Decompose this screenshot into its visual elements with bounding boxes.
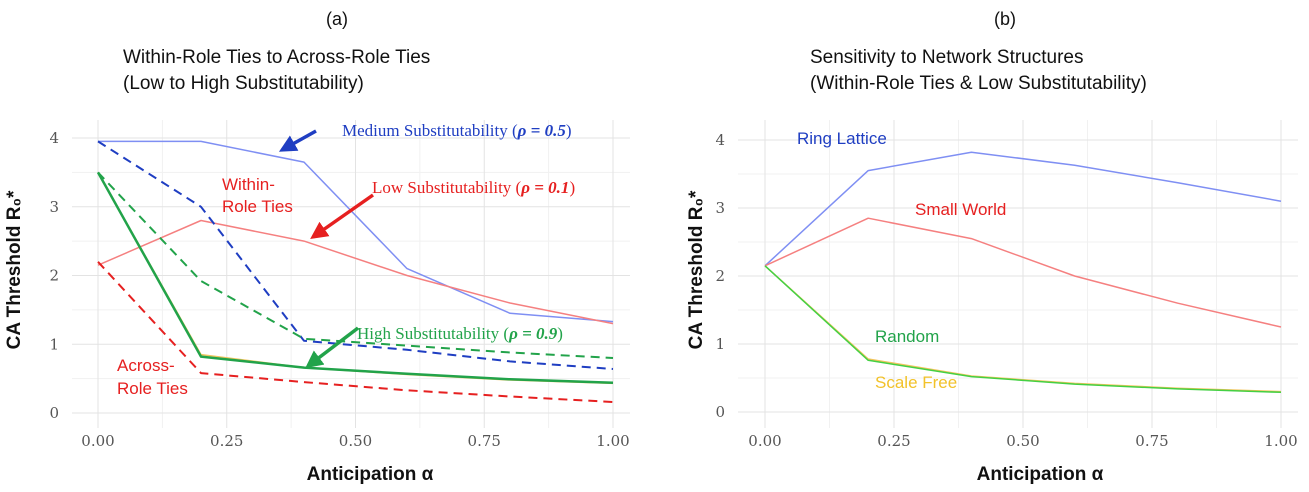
- y-tick-label: 4: [715, 131, 725, 149]
- series-line-3: [96, 171, 614, 385]
- label-scale-free: Scale Free: [875, 373, 957, 392]
- y-tick-label: 0: [49, 404, 59, 422]
- series-line-random: [764, 265, 1282, 394]
- panel-a-letter: (a): [326, 9, 348, 29]
- x-tick-label: 0.00: [748, 432, 781, 450]
- label-ring-lattice: Ring Lattice: [797, 129, 887, 148]
- annotation-within-role-ties-line2: Role Ties: [222, 197, 293, 216]
- annotation-within-role-ties-line1: Within-: [222, 175, 275, 194]
- panel-b-y-axis-label: CA Threshold R₀*: [686, 190, 707, 349]
- x-tick-label: 0.50: [339, 432, 372, 450]
- annotation-high-substitutability: High Substitutability (ρ = 0.9): [357, 324, 563, 343]
- panel-b-x-axis-label: Anticipation α: [977, 464, 1104, 485]
- series-line-4: [97, 140, 614, 370]
- y-tick-label: 0: [715, 403, 725, 421]
- arrow-low: [310, 193, 375, 240]
- annotation-across-role-ties-line1: Across-: [117, 356, 175, 375]
- label-small-world: Small World: [915, 200, 1006, 219]
- series-line-5: [97, 171, 614, 359]
- panel-b-letter: (b): [994, 9, 1016, 29]
- x-tick-label: 1.00: [596, 432, 629, 450]
- x-tick-label: 0.25: [210, 432, 243, 450]
- panel-a-ticks: 0.00 0.25 0.50 0.75 1.00 0 1 2 3 4: [49, 129, 629, 450]
- series-line-small-world: [764, 217, 1282, 328]
- y-tick-label: 2: [49, 267, 59, 285]
- panel-b-grid: [738, 120, 1298, 428]
- y-tick-label: 3: [49, 198, 59, 216]
- panel-a-title-line1: Within-Role Ties to Across-Role Ties: [123, 47, 430, 68]
- panel-a-x-axis-label: Anticipation α: [307, 464, 434, 485]
- panel-b-ticks: 0.00 0.25 0.50 0.75 1.00 0 1 2 3 4: [715, 131, 1297, 450]
- annotation-across-role-ties-line2: Role Ties: [117, 379, 188, 398]
- arrow-medium: [278, 129, 317, 152]
- annotation-medium-substitutability: Medium Substitutability (ρ = 0.5): [342, 121, 572, 140]
- x-tick-label: 0.50: [1006, 432, 1039, 450]
- x-tick-label: 0.75: [468, 432, 501, 450]
- y-tick-label: 1: [49, 335, 59, 353]
- panel-a: (a) Within-Role Ties to Across-Role Ties…: [4, 9, 630, 485]
- panel-a-title-line2: (Low to High Substitutability): [123, 73, 364, 94]
- panel-b-title-line1: Sensitivity to Network Structures: [810, 47, 1083, 68]
- y-tick-label: 3: [715, 199, 725, 217]
- series-line-6: [97, 261, 614, 403]
- label-random: Random: [875, 327, 939, 346]
- y-tick-label: 4: [49, 129, 59, 147]
- panel-b: (b) Sensitivity to Network Structures (W…: [686, 9, 1298, 485]
- x-tick-label: 0.25: [877, 432, 910, 450]
- y-tick-label: 2: [715, 267, 725, 285]
- panel-a-y-axis-label: CA Threshold R₀*: [4, 190, 25, 349]
- panel-a-grid: [72, 120, 630, 428]
- series-line-0: [98, 140, 614, 323]
- panel-a-series: [96, 140, 614, 403]
- arrow-high: [305, 326, 360, 369]
- series-line-1: [97, 219, 614, 325]
- x-tick-label: 0.75: [1135, 432, 1168, 450]
- x-tick-label: 1.00: [1264, 432, 1297, 450]
- y-tick-label: 1: [715, 335, 725, 353]
- annotation-low-substitutability: Low Substitutability (ρ = 0.1): [372, 178, 575, 197]
- series-line-ring-lattice: [764, 151, 1282, 267]
- panel-b-title-line2: (Within-Role Ties & Low Substitutability…: [810, 73, 1147, 94]
- panel-b-series: [764, 151, 1282, 394]
- x-tick-label: 0.00: [81, 432, 114, 450]
